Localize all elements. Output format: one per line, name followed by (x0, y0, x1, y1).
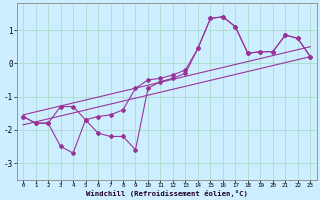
X-axis label: Windchill (Refroidissement éolien,°C): Windchill (Refroidissement éolien,°C) (86, 190, 248, 197)
